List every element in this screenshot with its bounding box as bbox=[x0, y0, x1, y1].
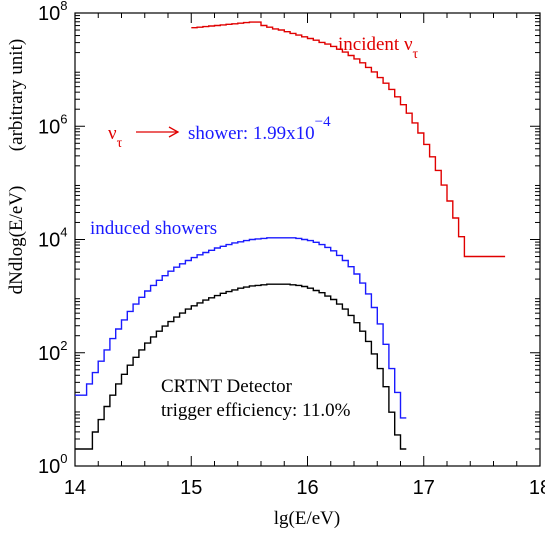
y-tick-label: 108 bbox=[38, 0, 67, 25]
series-line-incident bbox=[191, 21, 506, 258]
y-tick-label: 106 bbox=[38, 111, 67, 138]
axis-ticks: 1415161718100102104106108 bbox=[38, 0, 545, 499]
incident-label-main: incident ν bbox=[338, 34, 413, 55]
tau-subscript: τ bbox=[117, 136, 123, 151]
incident-label: incident ντ bbox=[338, 34, 419, 62]
shower-text: shower: 1.99x10 bbox=[188, 123, 315, 144]
y-tick-exponent: 4 bbox=[60, 225, 67, 240]
detector-label-line2: trigger efficiency: 11.0% bbox=[161, 400, 351, 421]
x-tick-label: 18 bbox=[529, 477, 545, 499]
x-tick-label: 16 bbox=[296, 477, 318, 499]
y-axis-label: dNdlog(E/eV) bbox=[6, 186, 27, 295]
x-tick-label: 15 bbox=[180, 477, 202, 499]
y-tick-exponent: 0 bbox=[60, 451, 67, 466]
detector-label-line1: CRTNT Detector bbox=[161, 376, 293, 397]
y-tick-exponent: 8 bbox=[60, 0, 67, 13]
arrow-icon bbox=[136, 126, 180, 138]
series-group bbox=[75, 21, 506, 450]
y-tick-exponent: 6 bbox=[60, 111, 67, 126]
incident-label-sub: τ bbox=[413, 47, 419, 62]
series-line-induced-showers bbox=[75, 237, 407, 419]
nu-symbol: ν bbox=[108, 123, 117, 144]
y-tick-base: 10 bbox=[38, 230, 60, 252]
y-tick-label: 102 bbox=[38, 338, 67, 365]
x-tick-label: 14 bbox=[64, 477, 86, 499]
x-tick-label: 17 bbox=[413, 477, 435, 499]
shower-exponent: −4 bbox=[315, 114, 331, 130]
nu-tau-symbol: ντ bbox=[108, 123, 123, 151]
y-tick-base: 10 bbox=[38, 116, 60, 138]
y-tick-label: 100 bbox=[38, 451, 67, 478]
series-line-detector bbox=[75, 283, 407, 450]
y-tick-base: 10 bbox=[38, 456, 60, 478]
y-axis-unit-label: (arbitrary unit) bbox=[6, 39, 27, 151]
y-tick-base: 10 bbox=[38, 3, 60, 25]
y-tick-exponent: 2 bbox=[60, 338, 67, 353]
x-axis-label: lg(E/eV) bbox=[274, 508, 340, 529]
y-tick-base: 10 bbox=[38, 343, 60, 365]
induced-showers-label: induced showers bbox=[90, 218, 217, 239]
shower-fraction-label: shower: 1.99x10−4 bbox=[188, 114, 331, 144]
y-tick-label: 104 bbox=[38, 225, 67, 252]
